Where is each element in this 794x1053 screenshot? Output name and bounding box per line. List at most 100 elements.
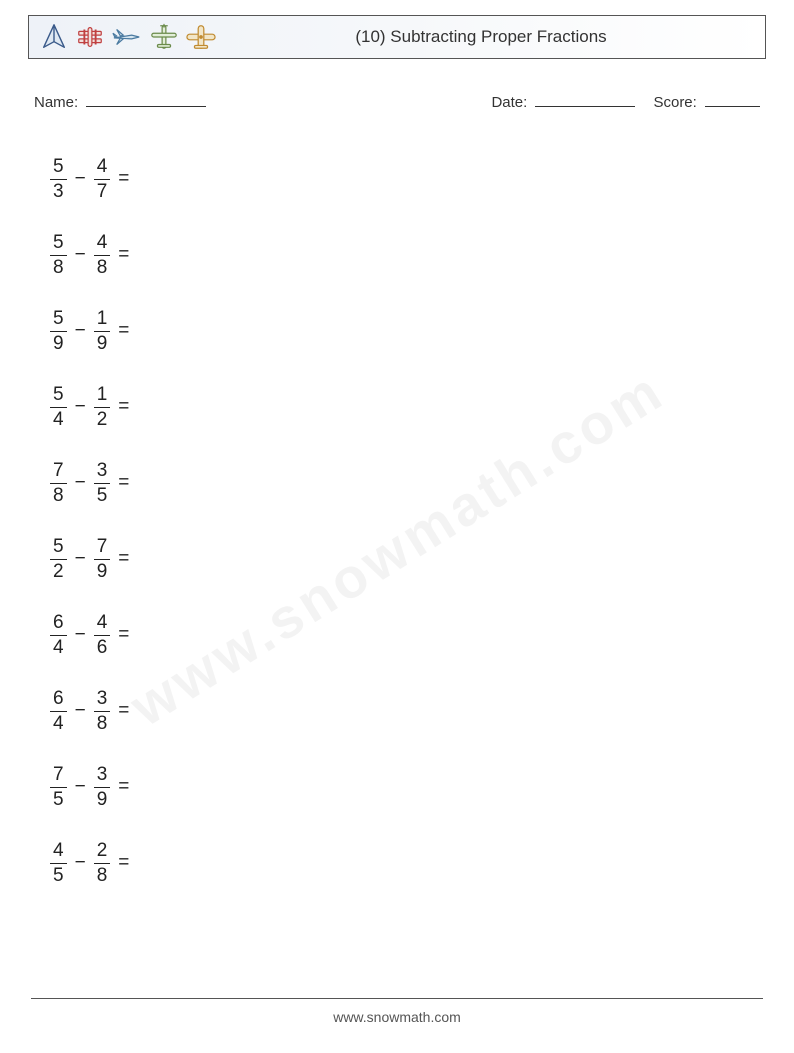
fraction-bar [50, 483, 67, 484]
numerator: 5 [50, 385, 67, 405]
denominator: 8 [94, 866, 111, 886]
denominator: 2 [50, 562, 67, 582]
denominator: 9 [50, 334, 67, 354]
footer-divider [31, 998, 763, 999]
numerator: 1 [94, 385, 111, 405]
footer-text: www.snowmath.com [333, 1009, 461, 1025]
problem-list: 5 3 − 4 7 = 5 8 − 4 8 = [28, 141, 766, 901]
fraction-bar [50, 635, 67, 636]
fraction-bar [50, 179, 67, 180]
date-blank[interactable] [535, 93, 635, 107]
denominator: 5 [50, 866, 67, 886]
denominator: 6 [94, 638, 111, 658]
equals-sign: = [110, 700, 129, 722]
fraction-b: 4 8 [94, 233, 111, 278]
footer: www.snowmath.com [0, 998, 794, 1025]
numerator: 1 [94, 309, 111, 329]
numerator: 3 [94, 765, 111, 785]
fraction-a: 5 9 [50, 309, 67, 354]
minus-operator: − [67, 852, 94, 874]
name-blank[interactable] [86, 93, 206, 107]
denominator: 4 [50, 714, 67, 734]
numerator: 4 [94, 613, 111, 633]
fraction-b: 4 6 [94, 613, 111, 658]
date-label: Date: [491, 94, 527, 111]
denominator: 9 [94, 790, 111, 810]
plane-top-icon [185, 22, 217, 52]
fraction-b: 7 9 [94, 537, 111, 582]
minus-operator: − [67, 700, 94, 722]
problem-row: 5 3 − 4 7 = [50, 141, 766, 217]
plane-biplane-icon [75, 22, 105, 52]
fraction-a: 5 2 [50, 537, 67, 582]
denominator: 5 [50, 790, 67, 810]
fraction-b: 4 7 [94, 157, 111, 202]
denominator: 9 [94, 562, 111, 582]
equals-sign: = [110, 624, 129, 646]
problem-row: 5 8 − 4 8 = [50, 217, 766, 293]
denominator: 4 [50, 410, 67, 430]
fraction-b: 2 8 [94, 841, 111, 886]
minus-operator: − [67, 396, 94, 418]
minus-operator: − [67, 624, 94, 646]
minus-operator: − [67, 168, 94, 190]
numerator: 3 [94, 689, 111, 709]
equals-sign: = [110, 548, 129, 570]
denominator: 8 [50, 258, 67, 278]
fraction-b: 1 2 [94, 385, 111, 430]
minus-operator: − [67, 320, 94, 342]
denominator: 5 [94, 486, 111, 506]
equals-sign: = [110, 852, 129, 874]
plane-jet-icon [111, 22, 143, 52]
fraction-a: 6 4 [50, 689, 67, 734]
fraction-a: 6 4 [50, 613, 67, 658]
score-label: Score: [653, 94, 696, 111]
problem-row: 5 4 − 1 2 = [50, 369, 766, 445]
minus-operator: − [67, 776, 94, 798]
plane-propeller-icon [149, 22, 179, 52]
equals-sign: = [110, 396, 129, 418]
numerator: 7 [50, 461, 67, 481]
denominator: 8 [50, 486, 67, 506]
numerator: 4 [50, 841, 67, 861]
fraction-b: 3 9 [94, 765, 111, 810]
fraction-bar [94, 255, 111, 256]
plane-delta-icon [39, 22, 69, 52]
minus-operator: − [67, 548, 94, 570]
numerator: 7 [94, 537, 111, 557]
problem-row: 6 4 − 4 6 = [50, 597, 766, 673]
problem-row: 6 4 − 3 8 = [50, 673, 766, 749]
denominator: 3 [50, 182, 67, 202]
score-blank[interactable] [705, 93, 760, 107]
fraction-bar [50, 711, 67, 712]
fraction-b: 3 5 [94, 461, 111, 506]
equals-sign: = [110, 244, 129, 266]
fraction-a: 5 8 [50, 233, 67, 278]
equals-sign: = [110, 776, 129, 798]
numerator: 4 [94, 233, 111, 253]
header-box: (10) Subtracting Proper Fractions [28, 15, 766, 59]
denominator: 2 [94, 410, 111, 430]
minus-operator: − [67, 244, 94, 266]
fraction-a: 7 8 [50, 461, 67, 506]
score-field: Score: [653, 93, 760, 111]
fraction-a: 4 5 [50, 841, 67, 886]
worksheet-title: (10) Subtracting Proper Fractions [217, 27, 755, 47]
worksheet-page: (10) Subtracting Proper Fractions Name: … [0, 0, 794, 1053]
numerator: 5 [50, 537, 67, 557]
denominator: 9 [94, 334, 111, 354]
denominator: 8 [94, 258, 111, 278]
name-field: Name: [34, 93, 491, 111]
numerator: 5 [50, 157, 67, 177]
name-label: Name: [34, 94, 78, 111]
fraction-bar [94, 635, 111, 636]
fraction-bar [50, 331, 67, 332]
problem-row: 5 9 − 1 9 = [50, 293, 766, 369]
fraction-bar [94, 787, 111, 788]
problem-row: 4 5 − 2 8 = [50, 825, 766, 901]
fraction-bar [50, 407, 67, 408]
info-row: Name: Date: Score: [28, 93, 766, 111]
fraction-bar [94, 711, 111, 712]
denominator: 7 [94, 182, 111, 202]
numerator: 4 [94, 157, 111, 177]
